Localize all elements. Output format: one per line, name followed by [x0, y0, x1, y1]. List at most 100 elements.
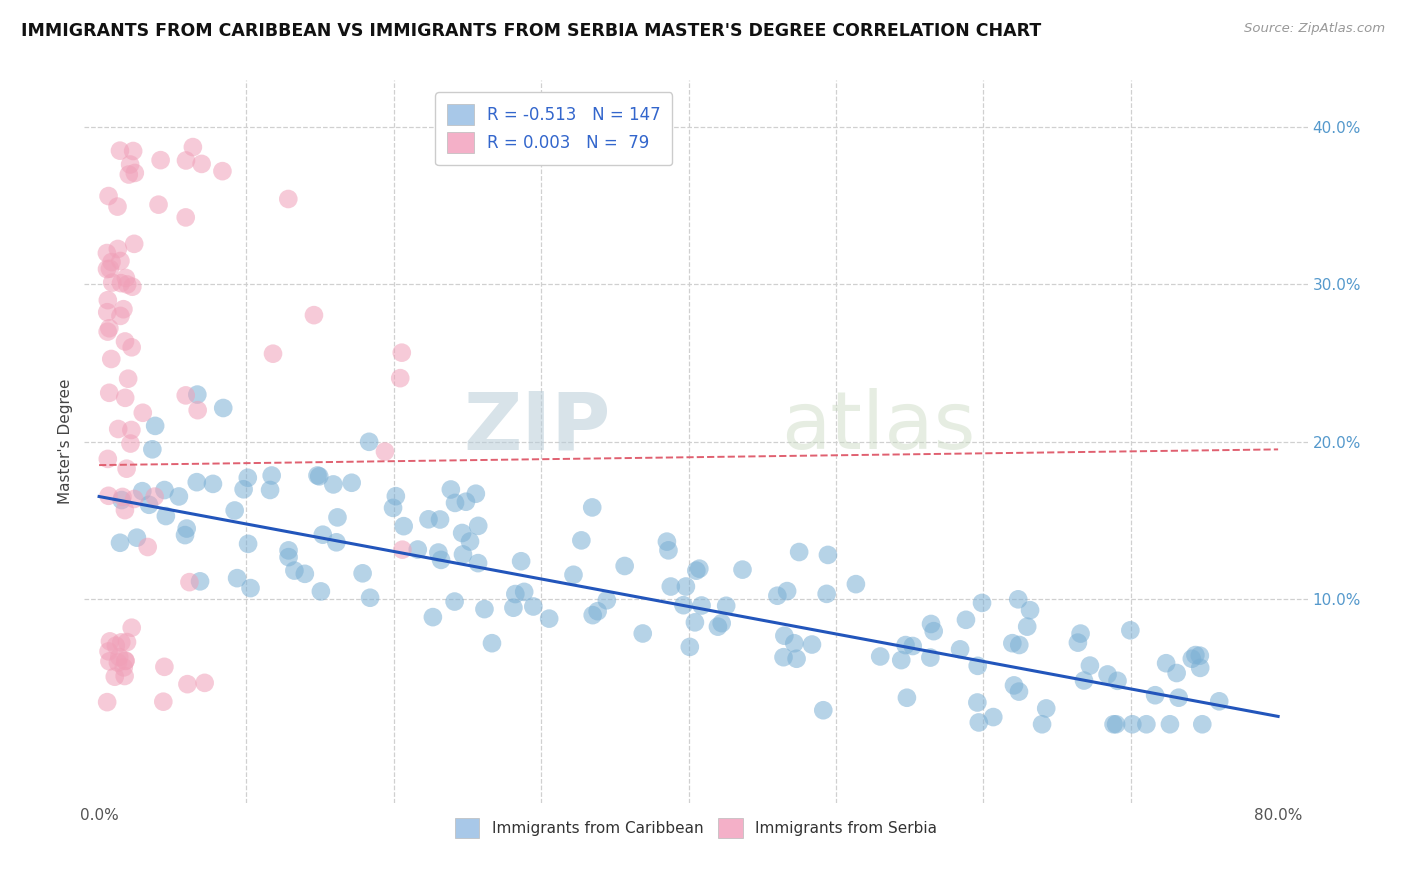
Point — [194, 676, 217, 690]
Point — [451, 548, 474, 562]
Point — [212, 401, 235, 415]
Point — [97, 451, 120, 466]
Point — [783, 636, 806, 650]
Point — [1181, 652, 1204, 666]
Point — [429, 512, 451, 526]
Point — [766, 589, 789, 603]
Point — [659, 580, 682, 594]
Text: IMMIGRANTS FROM CARIBBEAN VS IMMIGRANTS FROM SERBIA MASTER'S DEGREE CORRELATION : IMMIGRANTS FROM CARIBBEAN VS IMMIGRANTS … — [21, 22, 1042, 40]
Point — [1007, 592, 1029, 607]
Point — [153, 483, 176, 497]
Point — [845, 577, 868, 591]
Point — [98, 385, 121, 400]
Text: Source: ZipAtlas.com: Source: ZipAtlas.com — [1244, 22, 1385, 36]
Point — [309, 584, 332, 599]
Point — [430, 553, 453, 567]
Point — [451, 526, 474, 541]
Point — [418, 512, 440, 526]
Point — [98, 261, 121, 276]
Point — [143, 418, 166, 433]
Point — [104, 639, 127, 653]
Point — [239, 581, 262, 595]
Point — [232, 483, 254, 497]
Point — [1017, 620, 1039, 634]
Point — [277, 543, 299, 558]
Point — [131, 484, 153, 499]
Point — [122, 144, 145, 158]
Point — [776, 584, 799, 599]
Point — [382, 500, 405, 515]
Point — [224, 503, 246, 517]
Point — [1073, 673, 1095, 688]
Point — [920, 650, 942, 665]
Point — [122, 236, 145, 251]
Point — [1167, 690, 1189, 705]
Point — [787, 545, 810, 559]
Point — [389, 371, 412, 385]
Point — [1189, 661, 1212, 675]
Point — [981, 710, 1004, 724]
Point — [1002, 678, 1025, 692]
Point — [690, 599, 713, 613]
Point — [100, 255, 122, 269]
Point — [101, 276, 124, 290]
Point — [813, 703, 835, 717]
Point — [1188, 648, 1211, 663]
Point — [326, 510, 349, 524]
Point — [211, 164, 233, 178]
Point — [155, 509, 177, 524]
Point — [294, 566, 316, 581]
Point — [374, 444, 396, 458]
Point — [391, 345, 413, 359]
Point — [97, 644, 120, 658]
Point — [201, 476, 224, 491]
Point — [122, 491, 145, 506]
Legend: Immigrants from Caribbean, Immigrants from Serbia: Immigrants from Caribbean, Immigrants fr… — [447, 811, 945, 846]
Point — [1070, 626, 1092, 640]
Point — [107, 242, 129, 256]
Point — [786, 651, 808, 665]
Point — [112, 302, 135, 317]
Point — [110, 276, 132, 290]
Point — [121, 279, 143, 293]
Point — [920, 617, 942, 632]
Point — [111, 490, 134, 504]
Point — [174, 153, 197, 168]
Point — [502, 600, 524, 615]
Point — [121, 340, 143, 354]
Point — [179, 575, 201, 590]
Point — [114, 334, 136, 349]
Point — [115, 635, 138, 649]
Point — [655, 534, 678, 549]
Point — [443, 594, 465, 608]
Point — [302, 308, 325, 322]
Point — [582, 608, 605, 623]
Point — [359, 591, 381, 605]
Point — [1078, 658, 1101, 673]
Point — [132, 406, 155, 420]
Point — [236, 537, 259, 551]
Point — [325, 535, 347, 549]
Point — [440, 483, 463, 497]
Point — [896, 690, 918, 705]
Point — [236, 471, 259, 485]
Point — [657, 543, 679, 558]
Point — [121, 621, 143, 635]
Point — [108, 144, 131, 158]
Point — [685, 564, 707, 578]
Point — [307, 468, 329, 483]
Point — [464, 486, 486, 500]
Point — [110, 635, 132, 649]
Point — [96, 246, 118, 260]
Point — [100, 351, 122, 366]
Point — [772, 650, 794, 665]
Point — [277, 550, 299, 565]
Point — [586, 604, 609, 618]
Point — [226, 571, 249, 585]
Point — [538, 612, 561, 626]
Point — [97, 325, 120, 339]
Point — [138, 498, 160, 512]
Point — [312, 527, 335, 541]
Point — [1019, 603, 1042, 617]
Point — [688, 562, 710, 576]
